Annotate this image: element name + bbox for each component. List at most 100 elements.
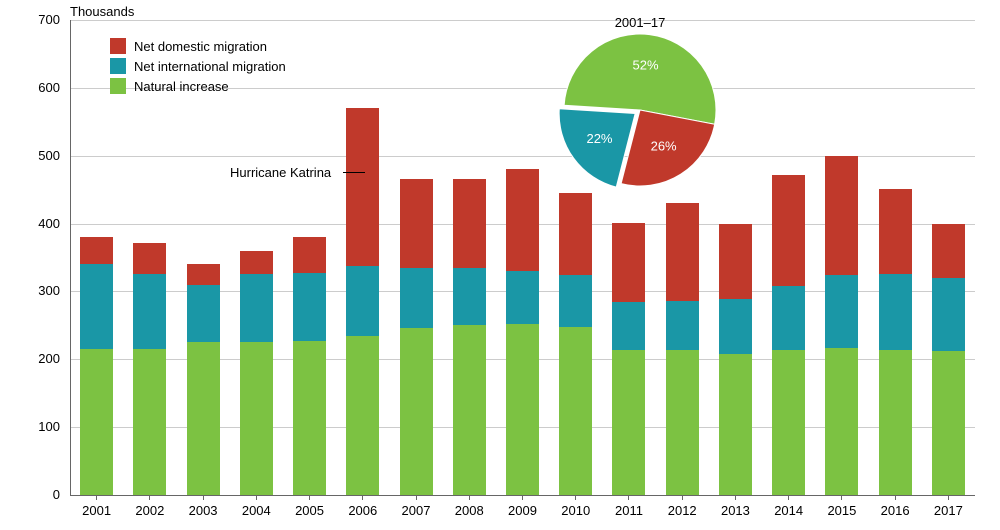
y-tick-label: 700 (0, 12, 60, 27)
legend-item-net_domestic: Net domestic migration (110, 38, 286, 54)
y-tick-label: 0 (0, 487, 60, 502)
pie-chart: 52%26%22% (554, 24, 726, 196)
x-tick-label: 2007 (391, 503, 441, 518)
bar-net_international (879, 274, 912, 350)
x-tick (788, 495, 789, 500)
x-tick-label: 2011 (604, 503, 654, 518)
x-tick (469, 495, 470, 500)
bar-net_domestic (133, 243, 166, 275)
x-tick-label: 2013 (710, 503, 760, 518)
x-tick-label: 2014 (764, 503, 814, 518)
pie-label-net_domestic: 26% (651, 139, 677, 154)
y-axis (70, 20, 71, 495)
bar-net_international (400, 268, 433, 328)
x-tick-label: 2002 (125, 503, 175, 518)
legend-item-net_international: Net international migration (110, 58, 286, 74)
annotation-leader-line (343, 172, 365, 173)
bar-net_international (293, 273, 326, 341)
bar-net_international (80, 264, 113, 349)
bar-net_international (453, 268, 486, 326)
bar-net_domestic (719, 224, 752, 299)
bar-net_domestic (187, 264, 220, 284)
y-tick-label: 300 (0, 283, 60, 298)
y-tick-label: 400 (0, 216, 60, 231)
bar-net_domestic (400, 179, 433, 267)
pie-label-natural_increase: 52% (633, 58, 659, 73)
bar-natural_increase (772, 350, 805, 495)
bar-natural_increase (293, 341, 326, 495)
bar-natural_increase (187, 342, 220, 495)
bar-natural_increase (932, 351, 965, 495)
bar-net_international (932, 278, 965, 351)
bar-natural_increase (559, 327, 592, 495)
bar-natural_increase (506, 324, 539, 495)
x-tick (628, 495, 629, 500)
x-tick (841, 495, 842, 500)
x-tick-label: 2008 (444, 503, 494, 518)
x-tick (575, 495, 576, 500)
x-tick-label: 2016 (870, 503, 920, 518)
bar-net_international (506, 271, 539, 324)
bar-net_international (772, 286, 805, 350)
x-tick-label: 2001 (72, 503, 122, 518)
bar-net_domestic (666, 203, 699, 301)
legend: Net domestic migration Net international … (110, 38, 286, 98)
bar-net_domestic (506, 169, 539, 271)
x-tick-label: 2017 (923, 503, 973, 518)
bar-natural_increase (879, 350, 912, 495)
bar-natural_increase (346, 336, 379, 495)
legend-item-natural_increase: Natural increase (110, 78, 286, 94)
annotation-hurricane-katrina: Hurricane Katrina (230, 165, 331, 180)
legend-swatch (110, 58, 126, 74)
legend-label: Net domestic migration (134, 39, 267, 54)
bar-net_international (612, 302, 645, 350)
legend-swatch (110, 78, 126, 94)
bar-net_international (719, 299, 752, 354)
x-tick-label: 2006 (338, 503, 388, 518)
bar-net_domestic (825, 156, 858, 275)
x-tick (203, 495, 204, 500)
bar-net_domestic (772, 175, 805, 286)
bar-net_international (559, 275, 592, 327)
x-tick-label: 2012 (657, 503, 707, 518)
bar-natural_increase (80, 349, 113, 495)
y-tick-label: 500 (0, 148, 60, 163)
x-tick (362, 495, 363, 500)
gridline (70, 20, 975, 21)
bar-net_domestic (240, 251, 273, 275)
y-tick-label: 200 (0, 351, 60, 366)
x-tick-label: 2003 (178, 503, 228, 518)
x-tick (735, 495, 736, 500)
x-tick-label: 2009 (498, 503, 548, 518)
bar-net_international (825, 275, 858, 348)
x-tick (416, 495, 417, 500)
bar-net_domestic (559, 193, 592, 275)
legend-label: Net international migration (134, 59, 286, 74)
x-tick (149, 495, 150, 500)
y-tick-label: 600 (0, 80, 60, 95)
x-tick (895, 495, 896, 500)
bar-net_domestic (453, 179, 486, 267)
x-tick (256, 495, 257, 500)
bar-net_international (240, 274, 273, 342)
x-tick (96, 495, 97, 500)
bar-net_international (666, 301, 699, 350)
bar-natural_increase (453, 325, 486, 495)
bar-natural_increase (133, 349, 166, 495)
bar-net_domestic (879, 189, 912, 275)
x-tick-label: 2015 (817, 503, 867, 518)
x-tick (948, 495, 949, 500)
bar-natural_increase (240, 342, 273, 495)
x-tick (682, 495, 683, 500)
bar-net_international (346, 266, 379, 336)
x-tick-label: 2010 (551, 503, 601, 518)
legend-label: Natural increase (134, 79, 229, 94)
bar-natural_increase (666, 350, 699, 495)
legend-swatch (110, 38, 126, 54)
y-axis-title: Thousands (70, 4, 134, 19)
bar-net_domestic (612, 223, 645, 302)
y-tick-label: 100 (0, 419, 60, 434)
bar-net_international (187, 285, 220, 343)
x-tick-label: 2004 (231, 503, 281, 518)
bar-net_domestic (293, 237, 326, 273)
